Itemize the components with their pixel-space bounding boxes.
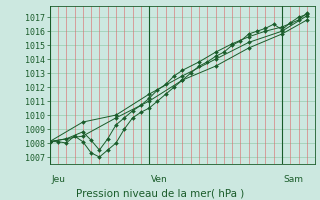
Text: Ven: Ven [151,175,168,184]
Text: Pression niveau de la mer( hPa ): Pression niveau de la mer( hPa ) [76,188,244,198]
Text: Sam: Sam [284,175,304,184]
Text: Jeu: Jeu [51,175,65,184]
